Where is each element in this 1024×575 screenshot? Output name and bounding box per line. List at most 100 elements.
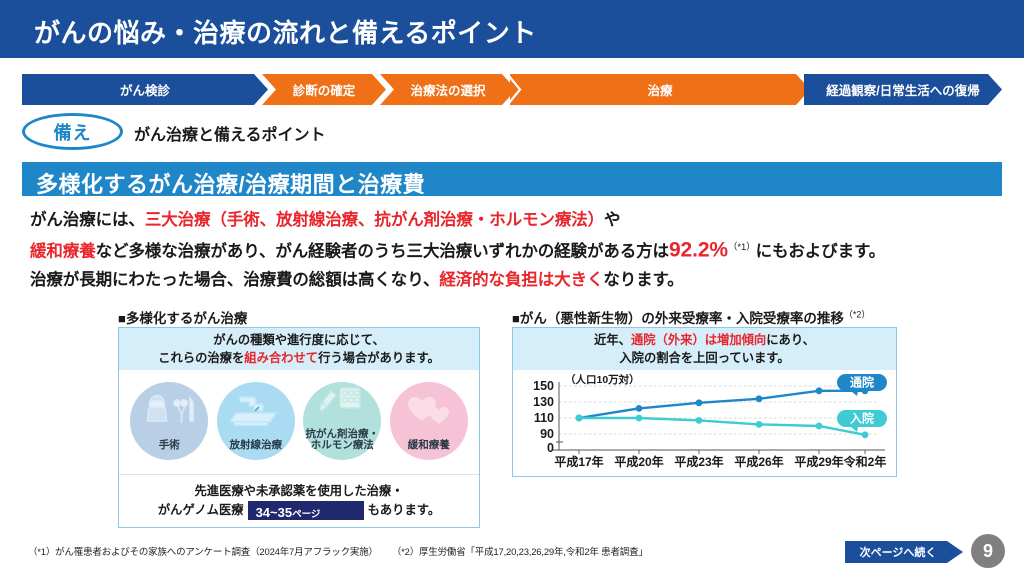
bullet-square-icon: ■ xyxy=(512,311,520,326)
right-panel-heading: ■がん（悪性新生物）の外来受療率・入院受療率の推移（*2） xyxy=(512,307,870,327)
panel-footer-note: 先進医療や未承認薬を使用した治療・ がんゲノム医療 34~35 ページ もあります… xyxy=(119,474,479,527)
panel-note-line: これらの治療を組み合わせて行う場合があります。 xyxy=(158,349,440,367)
y-tick-90: 90 xyxy=(540,427,554,441)
panel-note-line: 近年、通院（外来）は増加傾向にあり、 xyxy=(594,331,815,349)
page-title: がんの悩み・治療の流れと備えるポイント xyxy=(34,18,537,48)
panel-note: 近年、通院（外来）は増加傾向にあり、 入院の割合を上回っています。 xyxy=(513,328,896,370)
process-flow: がん検診 診断の確定 治療法の選択 治療 経過観察/日常生活への復帰 xyxy=(22,74,1002,105)
panel-footer-text: もあります。 xyxy=(367,503,441,517)
line-chart: （人口10万対） 150 130 110 90 0 xyxy=(513,372,896,477)
treatment-circle-surgery[interactable]: 手術 xyxy=(130,382,209,460)
panel-footer-line2: がんゲノム医療 34~35 ページ もあります。 xyxy=(158,501,440,520)
body-highlight: 経済的な負担は大きく xyxy=(439,270,604,289)
treatment-circle-palliative[interactable]: 緩和療養 xyxy=(389,382,468,460)
y-tick-0: 0 xyxy=(547,441,554,455)
flow-step-label: 治療法の選択 xyxy=(410,84,486,98)
x-tick-2: 平成23年 xyxy=(674,454,723,469)
panel-footer-line1: 先進医療や未承認薬を使用した治療・ xyxy=(194,484,404,498)
series-line-inpatient xyxy=(579,416,866,436)
treatment-circle-radiation[interactable]: 放射線治療 xyxy=(216,382,295,460)
legend-inpatient: 入院 xyxy=(837,410,887,432)
body-line-1: がん治療には、三大治療（手術、放射線治療、抗がん剤治療・ホルモン療法）や xyxy=(30,206,995,234)
left-panel-heading: ■多様化するがん治療 xyxy=(118,307,247,327)
body-text: や xyxy=(604,211,621,229)
note-highlight: 組み合わせて xyxy=(244,351,319,365)
flow-step-treatment[interactable]: 治療 xyxy=(510,74,810,105)
body-text: にもおよびます。 xyxy=(755,242,886,261)
page-number-value: 9 xyxy=(982,540,993,561)
page-reference-unit: ページ xyxy=(292,509,321,520)
footnote-marker: （*2） xyxy=(843,309,871,320)
badge-caption: がん治療と備えるポイント xyxy=(134,127,326,144)
body-text: など多様な治療があり、がん経験者のうち三大治療いずれかの経験がある方は xyxy=(95,242,669,261)
body-highlight: 緩和療養 xyxy=(30,242,96,261)
treatment-label: 緩和療養 xyxy=(407,439,450,451)
bullet-square-icon: ■ xyxy=(118,311,126,326)
preparation-badge-row: 備え がん治療と備えるポイント xyxy=(22,112,622,152)
footnote-2: （*2）厚生労働省「平成17,20,23,26,29年,令和2年 患者調査」 xyxy=(391,547,648,558)
flow-step-followup[interactable]: 経過観察/日常生活への復帰 xyxy=(804,74,1002,105)
treatment-circle-list: 手術 放射線治療 xyxy=(119,370,479,472)
x-tick-marks xyxy=(578,450,866,454)
series-points-inpatient xyxy=(575,414,869,439)
next-page-button[interactable]: 次ページへ続く xyxy=(845,541,963,563)
series-line-outpatient xyxy=(578,389,865,420)
footnotes: （*1）がん罹患者およびその家族へのアンケート調査（2024年7月アフラック実施… xyxy=(28,544,648,558)
body-line-3: 治療が長期にわたった場合、治療費の総額は高くなり、経済的な負担は大きくなります。 xyxy=(30,266,995,294)
treatment-label: 抗がん剤治療・ ホルモン療法 xyxy=(306,429,380,451)
badge-label: 備え xyxy=(53,122,92,143)
note-text: 行う場合があります。 xyxy=(318,351,440,365)
x-tick-0: 平成17年 xyxy=(554,454,603,469)
syringe-pills-icon xyxy=(303,386,381,416)
footnote-1: （*1）がん罹患者およびその家族へのアンケート調査（2024年7月アフラック実施… xyxy=(28,547,378,558)
footnote-marker: （*1） xyxy=(728,242,756,253)
treatment-label-line1: 抗がん剤治療・ xyxy=(305,428,380,440)
flow-step-treatment-choice[interactable]: 治療法の選択 xyxy=(380,74,516,105)
flow-step-label: 診断の確定 xyxy=(292,84,356,98)
note-highlight: 通院（外来）は増加傾向 xyxy=(630,333,767,347)
hearts-icon xyxy=(390,392,468,430)
treatment-label: 放射線治療 xyxy=(229,439,283,451)
section-heading-bar: 多様化するがん治療/治療期間と治療費 xyxy=(22,162,1002,197)
treatment-circle-chemo[interactable]: 抗がん剤治療・ ホルモン療法 xyxy=(303,382,382,460)
chart-svg: （人口10万対） 150 130 110 90 0 xyxy=(533,373,887,469)
legend-label-outpatient: 通院 xyxy=(850,375,874,390)
panel-footer-text: がんゲノム医療 xyxy=(157,503,244,517)
x-tick-5: 令和2年 xyxy=(843,454,887,469)
page-reference-chip[interactable]: 34~35 ページ xyxy=(247,501,364,520)
statistic-value: 92.2% xyxy=(668,238,728,262)
body-text: 治療が長期にわたった場合、治療費の総額は高くなり、 xyxy=(30,270,440,289)
body-highlight: 三大治療（手術、放射線治療、抗がん剤治療・ホルモン療法） xyxy=(144,211,605,229)
y-tick-130: 130 xyxy=(533,395,554,409)
section-heading-label: 多様化するがん治療/治療期間と治療費 xyxy=(36,172,426,197)
x-tick-3: 平成26年 xyxy=(734,454,783,469)
legend-outpatient: 通院 xyxy=(837,374,887,396)
flow-step-label: がん検診 xyxy=(119,84,170,98)
status-badge: 備え xyxy=(22,113,123,150)
flow-step-label: 経過観察/日常生活への復帰 xyxy=(826,84,980,98)
panel-note-line: 入院の割合を上回っています。 xyxy=(619,351,790,365)
note-text: 近年、 xyxy=(594,333,631,347)
treatment-diversity-panel: がんの種類や進行度に応じて、 これらの治療を組み合わせて行う場合があります。 xyxy=(118,327,480,528)
next-page-label: 次ページへ続く xyxy=(859,547,937,559)
flow-step-diagnosis[interactable]: 診断の確定 xyxy=(262,74,386,105)
chart-gridlines xyxy=(559,385,879,435)
right-panel-heading-label: がん（悪性新生物）の外来受療率・入院受療率の推移 xyxy=(519,311,844,326)
flow-step-screening[interactable]: がん検診 xyxy=(22,74,268,105)
x-tick-4: 平成29年 xyxy=(794,454,843,469)
page-number-badge: 9 xyxy=(971,534,1005,568)
page-reference-value: 34~35 xyxy=(255,505,293,520)
treatment-label-line2: ホルモン療法 xyxy=(310,439,374,451)
y-tick-150: 150 xyxy=(533,379,554,393)
radiation-machine-icon xyxy=(217,392,295,430)
note-text: にあり、 xyxy=(766,333,815,347)
x-tick-1: 平成20年 xyxy=(614,454,663,469)
body-text: がん治療には、 xyxy=(30,211,145,229)
title-bar: がんの悩み・治療の流れと備えるポイント xyxy=(0,0,1024,58)
left-panel-heading-label: 多様化するがん治療 xyxy=(125,311,248,326)
series-points-outpatient xyxy=(575,387,869,422)
treatment-label: 手術 xyxy=(158,439,180,451)
body-paragraph: がん治療には、三大治療（手術、放射線治療、抗がん剤治療・ホルモン療法）や 緩和療… xyxy=(30,206,995,294)
flow-step-label: 治療 xyxy=(647,84,673,98)
body-line-2: 緩和療養など多様な治療があり、がん経験者のうち三大治療いずれかの経験がある方は9… xyxy=(30,234,995,266)
